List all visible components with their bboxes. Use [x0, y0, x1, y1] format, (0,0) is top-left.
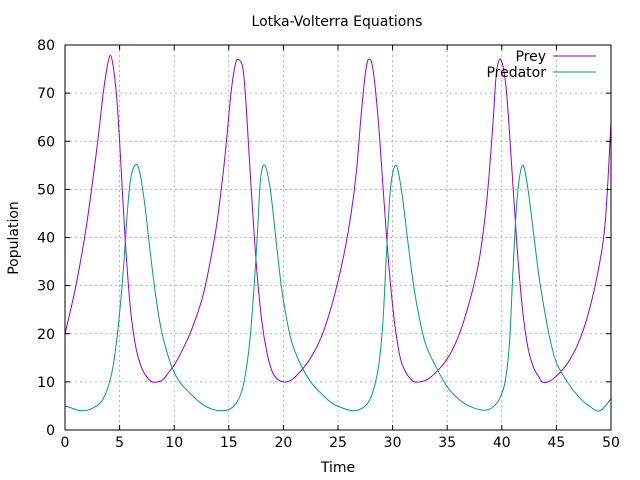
- y-tick-label: 70: [37, 86, 55, 102]
- legend-label-predator: Predator: [486, 65, 546, 81]
- y-tick-label: 10: [37, 375, 55, 391]
- x-axis-label: Time: [320, 460, 355, 476]
- x-tick-label: 50: [602, 435, 620, 451]
- x-tick-label: 20: [274, 435, 292, 451]
- plot-area: [64, 54, 612, 412]
- y-tick-label: 0: [46, 423, 55, 439]
- y-tick-label: 20: [37, 327, 55, 343]
- axis-ticks: [64, 44, 612, 431]
- y-tick-label: 50: [37, 182, 55, 198]
- x-tick-label: 15: [220, 435, 238, 451]
- x-tick-label: 0: [61, 435, 70, 451]
- y-tick-label: 80: [37, 38, 55, 54]
- grid: [65, 45, 611, 430]
- y-tick-label: 40: [37, 231, 55, 247]
- y-axis-tick-labels: 0 10 20 30 40 50 60 70 80: [37, 38, 55, 439]
- x-axis-tick-labels: 0 5 10 15 20 25 30 35 40 45 50: [61, 435, 620, 451]
- chart-title: Lotka-Volterra Equations: [252, 14, 423, 30]
- y-axis-label: Population: [6, 201, 22, 275]
- y-tick-label: 30: [37, 279, 55, 295]
- x-tick-label: 40: [493, 435, 511, 451]
- x-tick-label: 10: [165, 435, 183, 451]
- legend-label-prey: Prey: [515, 49, 546, 65]
- x-tick-label: 45: [547, 435, 565, 451]
- x-tick-label: 35: [438, 435, 456, 451]
- series-line-predator: [64, 163, 612, 412]
- y-tick-label: 60: [37, 134, 55, 150]
- x-tick-label: 30: [384, 435, 402, 451]
- x-tick-label: 25: [329, 435, 347, 451]
- series-line-prey: [64, 54, 612, 383]
- x-tick-label: 5: [115, 435, 124, 451]
